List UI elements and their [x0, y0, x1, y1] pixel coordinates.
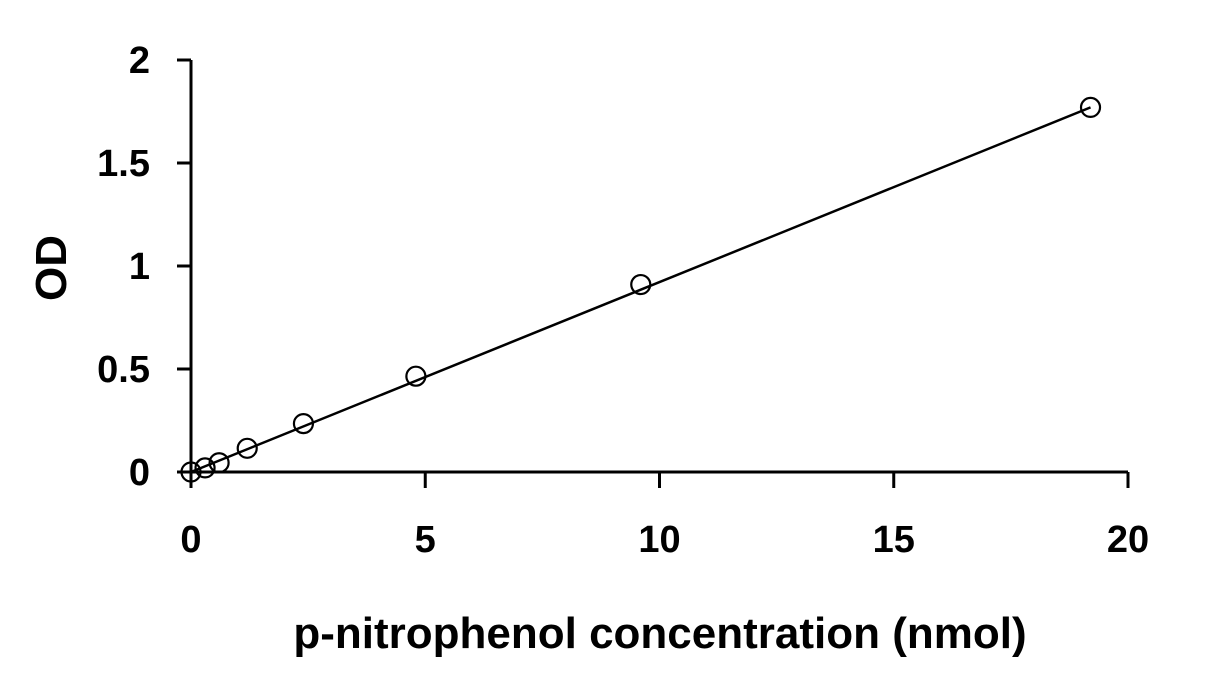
trendline-group	[190, 106, 1091, 474]
trendline	[190, 106, 1091, 474]
x-tick-label: 0	[180, 519, 201, 561]
x-tick-label: 15	[873, 519, 915, 561]
x-tick-label: 5	[415, 519, 436, 561]
y-tick-label: 0	[129, 452, 150, 494]
x-tick-label: 20	[1107, 519, 1149, 561]
x-axis-title: p-nitrophenol concentration (nmol)	[293, 609, 1026, 658]
data-point	[236, 437, 258, 459]
data-point	[630, 273, 652, 296]
data-point	[1079, 96, 1102, 118]
data-point	[292, 412, 315, 435]
y-tick-label: 1.5	[97, 143, 150, 185]
data-points	[180, 96, 1102, 483]
data-point	[194, 457, 216, 479]
x-tick-label: 10	[638, 519, 680, 561]
data-point	[208, 452, 230, 474]
y-tick-label: 1	[129, 246, 150, 288]
y-tick-label: 2	[129, 40, 150, 82]
axes	[189, 60, 1128, 474]
ticks	[177, 58, 1130, 488]
data-point	[180, 461, 202, 483]
tick-labels: 00.511.520 5 10 15 20	[97, 40, 1149, 561]
y-axis-title: OD	[27, 235, 76, 301]
y-tick-label: 0.5	[97, 349, 150, 391]
data-point	[405, 365, 427, 387]
